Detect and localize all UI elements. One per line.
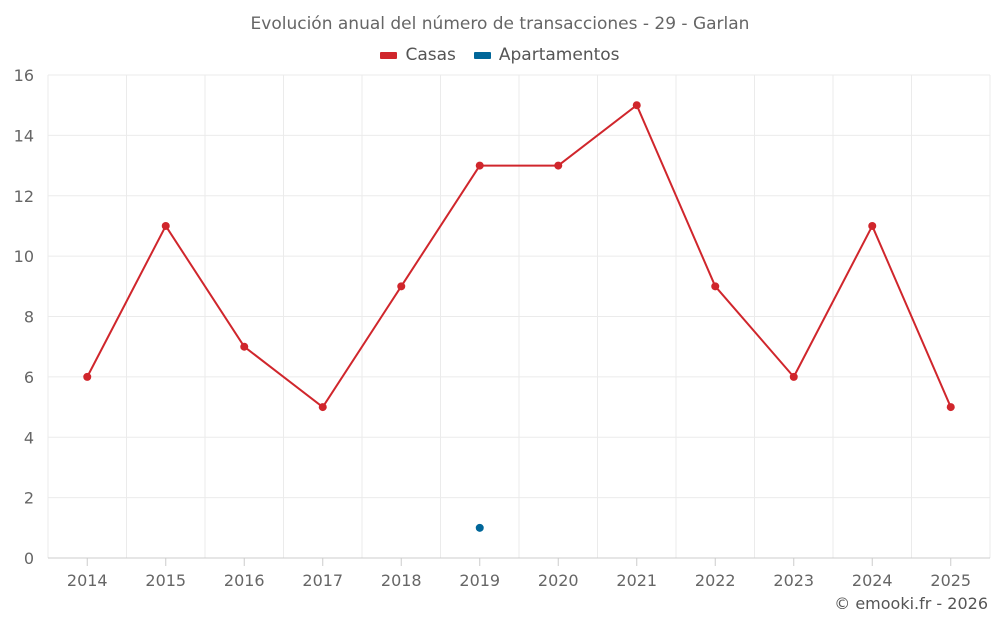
- legend-item-casas[interactable]: Casas: [380, 45, 456, 65]
- x-tick-label: 2018: [381, 571, 422, 590]
- data-point-casas: [475, 161, 484, 170]
- legend: Casas Apartamentos: [0, 45, 1000, 65]
- x-tick-label: 2025: [930, 571, 971, 590]
- data-point-casas: [789, 372, 798, 381]
- data-point-casas: [554, 161, 563, 170]
- data-point-casas: [83, 372, 92, 381]
- x-tick-label: 2024: [852, 571, 893, 590]
- data-point-casas: [946, 403, 955, 412]
- x-tick-label: 2014: [67, 571, 108, 590]
- x-tick-label: 2016: [224, 571, 265, 590]
- credit-text: © emooki.fr - 2026: [834, 594, 988, 613]
- y-tick-label: 10: [14, 247, 34, 266]
- y-tick-label: 6: [24, 368, 34, 387]
- x-tick-label: 2021: [616, 571, 657, 590]
- legend-label-apartamentos: Apartamentos: [498, 45, 620, 65]
- y-tick-label: 14: [14, 126, 34, 145]
- x-tick-label: 2022: [695, 571, 736, 590]
- data-point-casas: [868, 221, 877, 230]
- legend-swatch-apartamentos: [473, 51, 491, 59]
- y-tick-label: 0: [24, 549, 34, 568]
- y-tick-label: 4: [24, 428, 34, 447]
- y-tick-label: 16: [14, 66, 34, 85]
- chart-title: Evolución anual del número de transaccio…: [250, 14, 750, 34]
- y-tick-label: 8: [24, 308, 34, 327]
- x-tick-label: 2015: [145, 571, 186, 590]
- data-point-apartamentos: [475, 523, 484, 532]
- x-tick-label: 2019: [459, 571, 500, 590]
- y-tick-label: 2: [24, 489, 34, 508]
- data-point-casas: [632, 101, 641, 110]
- x-tick-label: 2020: [538, 571, 579, 590]
- data-point-casas: [711, 282, 720, 291]
- legend-item-apartamentos[interactable]: Apartamentos: [473, 45, 620, 65]
- data-point-casas: [397, 282, 406, 291]
- data-point-casas: [318, 403, 327, 412]
- series-line-casas: [86, 104, 952, 409]
- legend-label-casas: Casas: [405, 45, 456, 65]
- x-tick-label: 2017: [302, 571, 343, 590]
- x-tick-label: 2023: [773, 571, 814, 590]
- data-point-casas: [240, 342, 249, 351]
- data-point-casas: [161, 221, 170, 230]
- legend-swatch-casas: [380, 51, 398, 59]
- y-tick-label: 12: [14, 187, 34, 206]
